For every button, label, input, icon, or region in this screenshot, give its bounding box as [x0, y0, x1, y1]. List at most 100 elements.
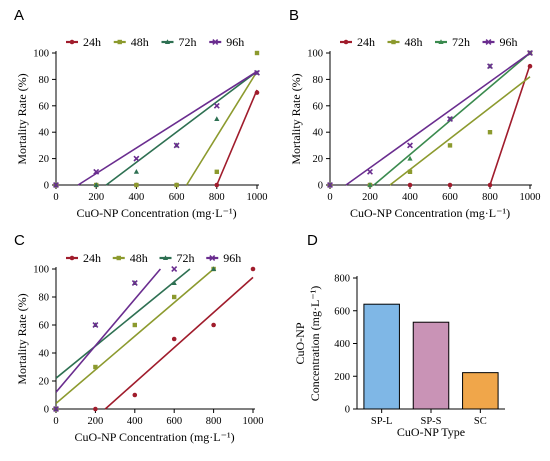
- x-axis-title: CuO-NP Concentration (mg·L⁻¹): [350, 206, 510, 220]
- fit-line-96h: [345, 52, 531, 186]
- data-point-48h: [254, 50, 260, 56]
- y-tick-label: 60: [39, 101, 50, 112]
- legend-label-72h: 72h: [179, 35, 197, 49]
- data-point-72h: [214, 116, 220, 121]
- x-tick-label: 0: [53, 192, 58, 203]
- x-tick-label: 1000: [247, 192, 268, 203]
- data-point-48h: [132, 322, 137, 328]
- y-axis-title-line2: Concentration (mg·L⁻¹): [308, 286, 322, 402]
- fit-line-72h: [105, 70, 258, 186]
- x-tick-label: 400: [129, 192, 145, 203]
- y-tick-label: 100: [33, 49, 49, 60]
- legend-marker-24h: [69, 255, 75, 261]
- panel-b-scatter: 0 200 400 600 800 1000 0 20 40 60 80 100 CuO-NP Conc…: [289, 35, 541, 220]
- panel-c-scatter: 0 200 400 600 800 1000 0 20 40 60 80 100 CuO-NP Conc…: [15, 251, 264, 444]
- legend-label-48h: 48h: [131, 35, 149, 49]
- legend-marker-48h: [117, 39, 122, 45]
- legend-marker-48h: [116, 255, 121, 261]
- data-point-72h: [133, 169, 139, 174]
- y-tick-label: 40: [39, 349, 50, 360]
- fit-line-96h: [77, 70, 258, 186]
- bar-SC: [462, 372, 499, 410]
- data-point-24h: [447, 182, 453, 188]
- data-point-48h: [407, 169, 413, 174]
- data-point-96h: [447, 116, 453, 122]
- fit-line-24h: [489, 64, 531, 186]
- fit-line-96h: [56, 268, 162, 393]
- x-axis-title: CuO-NP Type: [397, 425, 465, 439]
- legend-label-96h: 96h: [223, 251, 241, 265]
- legend-marker-24h: [69, 39, 75, 45]
- x-tick-label: 800: [482, 192, 498, 203]
- data-point-48h: [172, 294, 177, 300]
- data-point-72h: [367, 182, 373, 187]
- x-tick-label: 600: [169, 192, 185, 203]
- legend-label-96h: 96h: [226, 35, 244, 49]
- y-axis-title: Mortality Rate (%): [289, 73, 303, 164]
- x-axis-title: CuO-NP Concentration (mg·L⁻¹): [76, 206, 236, 220]
- y-tick-label: 800: [334, 274, 350, 285]
- data-point-96h: [171, 266, 178, 272]
- x-tick-label: SP-S: [420, 416, 441, 427]
- data-point-24h: [171, 336, 177, 342]
- data-point-24h: [132, 392, 138, 398]
- data-point-72h: [171, 280, 177, 285]
- panel-label-d: D: [307, 232, 318, 249]
- y-tick-label: 0: [44, 181, 49, 192]
- y-tick-label: 100: [307, 49, 323, 60]
- x-tick-label: SC: [474, 416, 487, 427]
- legend-label-96h: 96h: [500, 35, 518, 49]
- y-tick-label: 60: [39, 321, 50, 332]
- y-axis-title: Mortality Rate (%): [15, 73, 29, 164]
- legend-label-24h: 24h: [357, 35, 375, 49]
- legend-label-72h: 72h: [452, 35, 470, 49]
- y-tick-label: 200: [334, 372, 350, 383]
- x-tick-label: SP-L: [371, 416, 393, 427]
- fit-line-24h: [216, 89, 258, 186]
- y-tick-label: 100: [33, 265, 49, 276]
- x-tick-label: 600: [442, 192, 458, 203]
- data-point-24h: [254, 90, 260, 95]
- panel-label-b: B: [289, 7, 299, 24]
- y-tick-label: 20: [313, 154, 324, 165]
- data-point-96h: [213, 102, 220, 109]
- data-point-24h: [407, 182, 413, 188]
- y-tick-label: 0: [44, 405, 49, 416]
- data-point-96h: [53, 406, 59, 412]
- data-point-48h: [487, 130, 493, 135]
- legend-marker-48h: [391, 39, 396, 45]
- legend-marker-72h: [164, 39, 171, 44]
- data-point-96h: [487, 63, 493, 70]
- x-tick-label: 200: [88, 416, 104, 427]
- legend-label-24h: 24h: [83, 251, 101, 265]
- data-point-24h: [527, 63, 533, 69]
- data-point-96h: [93, 168, 100, 175]
- x-axis-title: CuO-NP Concentration (mg·L⁻¹): [74, 430, 234, 444]
- data-point-96h: [92, 322, 99, 328]
- data-point-96h: [254, 69, 260, 76]
- legend-marker-96h: [485, 39, 492, 45]
- legend-marker-72h: [162, 255, 169, 260]
- data-point-48h: [174, 182, 179, 188]
- data-point-48h: [214, 169, 219, 174]
- fit-line-24h: [104, 276, 254, 410]
- fit-line-48h: [389, 76, 531, 186]
- y-tick-label: 60: [313, 101, 324, 112]
- y-axis-title: Mortality Rate (%): [15, 293, 29, 384]
- y-tick-label: 80: [39, 293, 50, 304]
- x-tick-label: 0: [327, 192, 332, 203]
- data-point-24h: [93, 406, 98, 412]
- data-point-72h: [407, 155, 413, 161]
- data-point-24h: [211, 322, 216, 328]
- x-tick-label: 1000: [243, 416, 264, 427]
- bar-SP-S: [412, 321, 450, 410]
- y-tick-label: 40: [39, 128, 50, 139]
- data-point-72h: [93, 182, 99, 187]
- y-axis-title-line1: CuO-NP: [293, 322, 307, 364]
- y-tick-label: 80: [39, 75, 50, 86]
- x-tick-label: 1000: [520, 192, 541, 203]
- legend-marker-72h: [438, 39, 444, 44]
- y-tick-label: 20: [39, 377, 50, 388]
- x-tick-label: 400: [402, 192, 418, 203]
